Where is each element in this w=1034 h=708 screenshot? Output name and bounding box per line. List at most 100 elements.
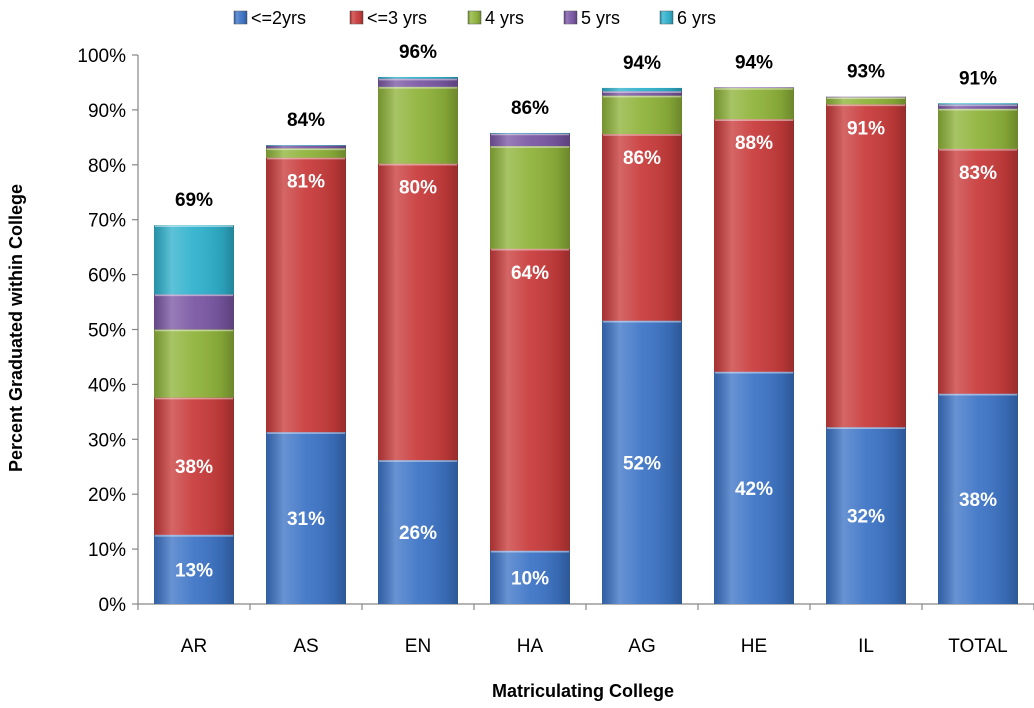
legend-label-le3-yrs: <=3 yrs	[367, 8, 427, 28]
bar-shading	[378, 76, 458, 79]
legend-swatch-shading	[234, 11, 247, 24]
y-tick-label: 70%	[88, 211, 126, 232]
bar-shading	[602, 320, 682, 604]
bar-shading	[602, 91, 682, 96]
data-label-ha-le2yrs: 10%	[511, 568, 549, 589]
data-label-ar-le2yrs: 13%	[175, 560, 213, 581]
data-label-en-le2yrs: 26%	[399, 523, 437, 544]
total-label-ar: 69%	[175, 190, 213, 211]
total-label-backdrop	[385, 36, 451, 65]
legend-swatch-shading	[468, 11, 481, 24]
bar-shading	[378, 163, 458, 461]
legend-swatch-shading	[350, 11, 363, 24]
legend-swatch-shading	[660, 11, 673, 24]
bar-shading	[938, 108, 1018, 149]
total-label-il: 93%	[847, 62, 885, 83]
bar-shading	[602, 95, 682, 135]
x-tick-label-en: EN	[405, 636, 431, 657]
data-label-ar-le3-yrs: 38%	[175, 457, 213, 478]
total-label-backdrop	[721, 47, 787, 76]
y-tick-label: 0%	[99, 595, 127, 616]
y-tick-label: 40%	[88, 375, 126, 396]
total-label-backdrop	[945, 63, 1011, 92]
x-tick-label-il: IL	[858, 636, 874, 657]
x-tick-label-ar: AR	[181, 636, 207, 657]
bar-shading	[154, 329, 234, 398]
legend-swatch-shading	[564, 11, 577, 24]
y-tick-label: 60%	[88, 266, 126, 287]
total-label-ha: 86%	[511, 98, 549, 119]
bar-shading	[154, 397, 234, 535]
x-tick-label-total: TOTAL	[948, 636, 1007, 657]
legend-label-5-yrs: 5 yrs	[581, 8, 620, 28]
y-tick-label: 100%	[77, 46, 126, 67]
bar-shading	[378, 460, 458, 604]
data-label-as-le3-yrs: 81%	[287, 172, 325, 193]
x-tick-label-ag: AG	[628, 636, 655, 657]
legend-label-le2yrs: <=2yrs	[251, 8, 306, 28]
bar-shading	[266, 432, 346, 604]
bar-shading	[938, 148, 1018, 394]
bar-shading	[490, 132, 570, 134]
bar-shading	[154, 225, 234, 295]
total-label-backdrop	[497, 92, 563, 121]
bar-shading	[490, 133, 570, 147]
bar-shading	[602, 87, 682, 92]
bar-shading	[826, 96, 906, 98]
legend-label-4-yrs: 4 yrs	[485, 8, 524, 28]
y-tick-label: 10%	[88, 540, 126, 561]
data-label-total-le2yrs: 38%	[959, 490, 997, 511]
bar-shading	[266, 148, 346, 158]
total-label-he: 94%	[735, 52, 773, 73]
x-axis: AR AS EN HA AG HE IL TOTAL	[137, 603, 1034, 657]
bar-shading	[938, 104, 1018, 109]
bar-shading	[266, 145, 346, 149]
y-tick-label: 20%	[88, 485, 126, 506]
bar-shading	[826, 97, 906, 105]
total-label-ag: 94%	[623, 53, 661, 74]
bar-shading	[490, 146, 570, 249]
x-tick-label-ha: HA	[517, 636, 544, 657]
total-label-en: 96%	[399, 42, 437, 63]
x-tick-label-he: HE	[741, 636, 767, 657]
data-label-il-le2yrs: 32%	[847, 507, 885, 528]
data-label-en-le3-yrs: 80%	[399, 178, 437, 199]
data-label-as-le2yrs: 31%	[287, 509, 325, 530]
bar-shading	[826, 427, 906, 604]
data-label-ag-le3-yrs: 86%	[623, 148, 661, 169]
x-tick-label-as: AS	[293, 636, 318, 657]
x-axis-title: Matriculating College	[492, 681, 674, 701]
total-label-backdrop	[273, 105, 339, 134]
total-label-total: 91%	[959, 68, 997, 89]
bar-shading	[714, 371, 794, 604]
bar-shading	[378, 86, 458, 164]
bar-shading	[266, 145, 346, 146]
bar-shading	[938, 103, 1018, 105]
y-axis: 0% 10% 20% 30% 40% 50% 60% 70% 80% 90% 100%	[77, 46, 139, 616]
data-label-he-le2yrs: 42%	[735, 479, 773, 500]
legend: <=2yrs <=3 yrs 4 yrs 5 yrs 6 yrs	[233, 8, 716, 28]
bar-shading	[826, 104, 906, 428]
y-tick-label: 90%	[88, 101, 126, 122]
bar-shading	[714, 87, 794, 120]
bar-shading	[602, 134, 682, 321]
bar-shading	[378, 78, 458, 87]
bar-shading	[490, 550, 570, 604]
bars	[154, 76, 1018, 604]
y-tick-label: 80%	[88, 156, 126, 177]
data-label-total-le3-yrs: 83%	[959, 163, 997, 184]
y-tick-label: 30%	[88, 430, 126, 451]
data-labels: 13% 38% 31% 81% 26% 80% 10% 64% 52% 86% 42% 88% 32% 9…	[161, 36, 1011, 589]
data-label-ha-le3-yrs: 64%	[511, 263, 549, 284]
total-label-backdrop	[161, 185, 227, 214]
data-label-he-le3-yrs: 88%	[735, 133, 773, 154]
bar-shading	[490, 248, 570, 551]
bar-shading	[714, 87, 794, 88]
legend-label-6-yrs: 6 yrs	[677, 8, 716, 28]
y-tick-label: 50%	[88, 321, 126, 342]
bar-shading	[714, 119, 794, 372]
total-label-as: 84%	[287, 110, 325, 131]
bar-shading	[154, 294, 234, 330]
bar-shading	[938, 393, 1018, 604]
